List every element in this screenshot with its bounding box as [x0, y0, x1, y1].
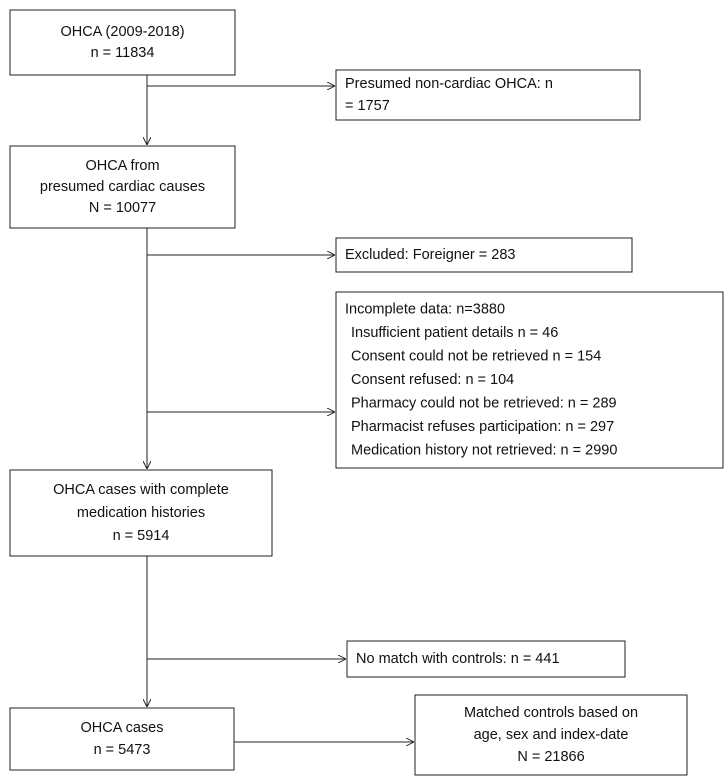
- box-text: No match with controls: n = 441: [356, 651, 560, 667]
- box-text: Insufficient patient details n = 46: [351, 325, 558, 341]
- flow-box: OHCA cases n = 5473: [9, 707, 235, 771]
- box-text: Excluded: Foreigner = 283: [345, 247, 515, 263]
- box-text: Consent could not be retrieved n = 154: [351, 348, 601, 364]
- box: [346, 640, 626, 678]
- box-text: Consent refused: n = 104: [351, 372, 514, 388]
- flow-box: Presumed non-cardiac OHCA: n = 1757: [335, 69, 641, 121]
- box: [9, 9, 236, 76]
- box: [9, 145, 236, 229]
- box: [414, 694, 688, 776]
- box-text: OHCA cases: [81, 720, 164, 736]
- flow-box: No match with controls: n = 441: [346, 640, 626, 678]
- flow-box: Excluded: Foreigner = 283: [335, 237, 633, 273]
- box-text: N = 10077: [89, 200, 156, 216]
- box: [335, 69, 641, 121]
- box-text: Incomplete data: n=3880: [345, 301, 505, 317]
- flow-box: OHCA from presumed cardiac causes N = 1007…: [9, 145, 236, 229]
- box-text: n = 5914: [113, 528, 170, 544]
- box-text: age, sex and index-date: [474, 727, 629, 743]
- flow-box: OHCA (2009-2018) n = 11834: [9, 9, 236, 76]
- box-text: Pharmacy could not be retrieved: n = 289: [351, 395, 617, 411]
- box-text: Medication history not retrieved: n = 29…: [351, 442, 617, 458]
- box: [335, 291, 724, 469]
- box-text: Matched controls based on: [464, 705, 638, 721]
- box: [9, 707, 235, 771]
- box-text: OHCA (2009-2018): [60, 24, 184, 40]
- box-text: n = 5473: [94, 742, 151, 758]
- box-text: OHCA from: [85, 158, 159, 174]
- box-text: medication histories: [77, 505, 205, 521]
- flow-box: Incomplete data: n=3880 Insufficient pati…: [335, 291, 724, 469]
- box-text: presumed cardiac causes: [40, 179, 205, 195]
- box: [9, 469, 273, 557]
- box: [335, 237, 633, 273]
- box-text: OHCA cases with complete: [53, 482, 229, 498]
- box-text: N = 21866: [517, 749, 584, 765]
- flow-box: Matched controls based on age, sex and in…: [414, 694, 688, 776]
- box-text: n = 11834: [91, 45, 155, 61]
- box-text: = 1757: [345, 98, 390, 114]
- box-text: Presumed non-cardiac OHCA: n: [345, 76, 553, 92]
- box-text: Pharmacist refuses participation: n = 29…: [351, 419, 614, 435]
- connectors: [147, 75, 414, 742]
- flow-box: OHCA cases with complete medication histo…: [9, 469, 273, 557]
